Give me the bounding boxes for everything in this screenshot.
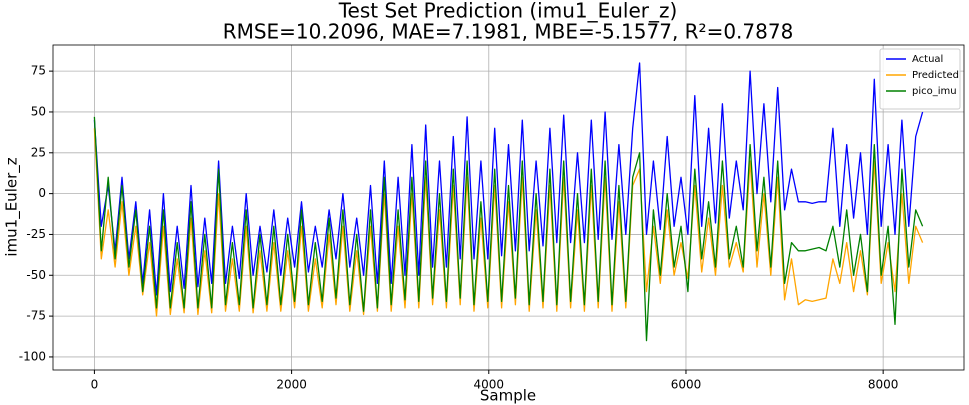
legend-label: Actual — [912, 54, 943, 65]
y-tick-label: 50 — [31, 104, 46, 118]
x-tick-label: 2000 — [276, 378, 307, 392]
legend-label: Predicted — [912, 70, 959, 81]
x-tick-label: 4000 — [474, 378, 505, 392]
y-tick-label: 0 — [38, 186, 46, 200]
chart-subtitle: RMSE=10.2096, MAE=7.1981, MBE=-5.1577, R… — [223, 20, 794, 44]
line-series — [93, 116, 924, 342]
y-tick-label: -25 — [26, 227, 46, 241]
y-tick-label: -50 — [26, 268, 46, 282]
y-tick-label: 25 — [31, 145, 46, 159]
line-series — [93, 128, 924, 317]
x-tick-label: 6000 — [671, 378, 702, 392]
x-axis-label: Sample — [480, 387, 536, 405]
x-tick-label: 0 — [91, 378, 99, 392]
y-tick-label: -100 — [19, 349, 46, 363]
y-tick-label: 75 — [31, 64, 46, 78]
legend-box — [879, 48, 961, 110]
chart-title: Test Set Prediction (imu1_Euler_z) — [338, 0, 678, 23]
y-axis-label: imu1_Euler_z — [3, 157, 22, 256]
plot-frame — [52, 44, 965, 371]
line-series — [93, 62, 924, 296]
y-tick-label: -75 — [26, 309, 46, 323]
x-tick-label: 8000 — [868, 378, 899, 392]
legend-label: pico_imu — [912, 86, 957, 97]
